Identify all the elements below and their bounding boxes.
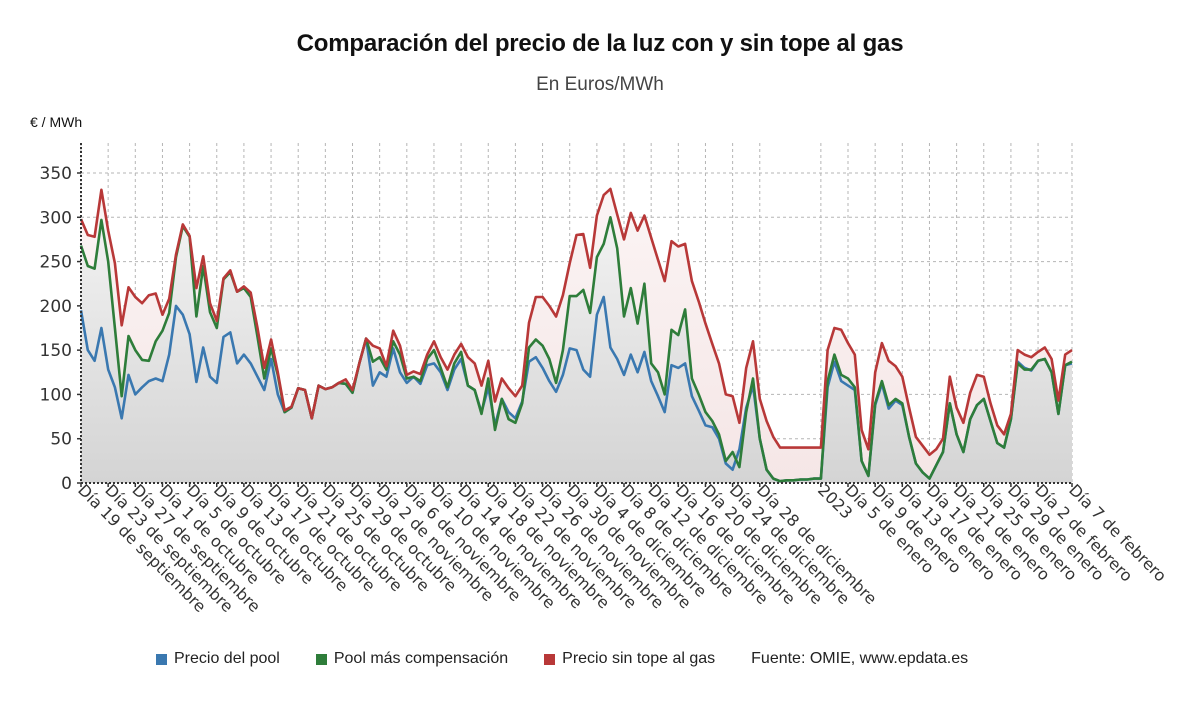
y-tick-label: 50 (50, 430, 72, 450)
y-axis-unit-label: € / MWh (30, 114, 83, 130)
legend-label-compensation: Pool más compensación (333, 650, 509, 667)
y-tick-label: 350 (40, 164, 72, 184)
legend-item-no-cap: Precio sin tope al gas (544, 650, 715, 668)
y-tick-label: 250 (40, 253, 72, 273)
y-tick-label: 150 (40, 341, 72, 361)
line-sin-tope (79, 187, 1073, 457)
legend-swatch-compensation (315, 653, 327, 665)
legend-swatch-pool (156, 653, 167, 665)
y-tick-labels: 0 50 100 150 200 250 300 350 (40, 164, 81, 494)
y-tick-label: 0 (61, 474, 72, 494)
series-lines (79, 187, 1073, 483)
legend-label-no-cap: Precio sin tope al gas (562, 650, 716, 667)
line-pool-compensacion (79, 216, 1073, 483)
source-text: Fuente: OMIE, www.epdata.es (751, 650, 969, 667)
legend: Precio del pool Pool más compensación Pr… (156, 650, 968, 668)
chart-title: Comparación del precio de la luz con y s… (296, 30, 904, 57)
legend-item-pool: Precio del pool (156, 650, 280, 668)
chart-subtitle: En Euros/MWh (536, 74, 664, 95)
legend-label-pool: Precio del pool (174, 650, 280, 667)
y-tick-label: 200 (40, 297, 72, 317)
y-tick-label: 100 (40, 385, 72, 405)
legend-item-compensation: Pool más compensación (315, 650, 509, 668)
axes (80, 143, 1072, 484)
legend-swatch-no-cap (544, 653, 556, 665)
y-tick-label: 300 (40, 208, 72, 228)
